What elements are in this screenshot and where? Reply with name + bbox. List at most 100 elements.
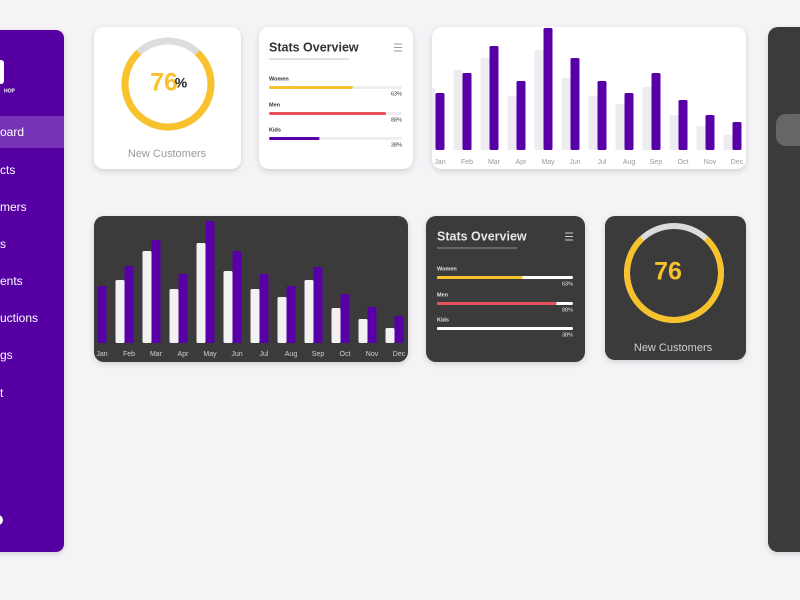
stats-value-label: 63%: [562, 281, 573, 287]
bar: [615, 104, 625, 150]
bar: [169, 289, 179, 343]
bar: [286, 286, 296, 343]
nav-item[interactable]: t: [0, 386, 4, 400]
x-tick-label: Feb: [123, 351, 135, 358]
stats-value-label: 88%: [562, 307, 573, 313]
active-item: [0, 116, 64, 148]
donut-unit: %: [175, 75, 188, 91]
x-tick-label: Mar: [150, 351, 163, 358]
stats-bar: [269, 137, 320, 140]
logo-text: HOP: [4, 88, 16, 94]
bar: [124, 266, 134, 343]
donut-value: 76: [150, 69, 178, 97]
stats-subtitle: [437, 247, 517, 249]
sidebar: [0, 30, 64, 552]
stats-subtitle: [269, 58, 349, 60]
x-tick-label: Jun: [569, 159, 580, 166]
donut-value: 76: [654, 258, 682, 286]
x-tick-label: Apr: [516, 159, 528, 166]
donut-label: New Customers: [634, 342, 713, 354]
panel-button[interactable]: [776, 114, 800, 146]
right-panel: [768, 27, 800, 552]
logo-icon: [0, 60, 4, 84]
bar: [705, 115, 715, 150]
x-tick-label: Jul: [260, 351, 269, 358]
bar: [331, 308, 341, 343]
bar: [543, 28, 553, 150]
bar: [516, 81, 526, 150]
bar: [570, 58, 580, 150]
bar: [723, 135, 733, 150]
bar: [358, 319, 368, 343]
bar: [394, 316, 404, 343]
donut-arc: [624, 223, 724, 323]
bar: [151, 240, 161, 343]
stats-value-label: 63%: [391, 91, 402, 97]
bar: [588, 96, 598, 150]
stats-value-label: 88%: [391, 117, 402, 123]
x-tick-label: Oct: [340, 351, 351, 358]
bar: [507, 96, 517, 150]
logout-icon: [0, 515, 3, 525]
x-tick-label: May: [203, 351, 217, 358]
stats-title: Stats Overview: [437, 229, 527, 243]
bar: [196, 243, 206, 343]
donut-card: [605, 216, 746, 360]
bar: [435, 93, 445, 150]
x-tick-label: Aug: [285, 351, 298, 358]
stats-bar: [437, 276, 523, 279]
x-tick-label: Dec: [393, 351, 406, 358]
nav-item[interactable]: cts: [0, 163, 15, 177]
stats-bar: [437, 327, 489, 330]
bar: [624, 93, 634, 150]
x-tick-label: Nov: [704, 159, 717, 166]
bar: [232, 251, 242, 343]
x-tick-label: Mar: [488, 159, 501, 166]
bar: [432, 88, 436, 150]
x-tick-label: Apr: [178, 351, 190, 358]
bar: [732, 122, 742, 150]
bar: [313, 267, 323, 343]
stats-value-label: 38%: [391, 142, 402, 148]
stats-row-label: Women: [269, 76, 289, 82]
nav-item[interactable]: ents: [0, 274, 23, 288]
nav-item[interactable]: s: [0, 237, 6, 251]
stats-value-label: 38%: [562, 332, 573, 338]
stats-bar: [269, 86, 353, 89]
x-tick-label: Sep: [312, 351, 325, 358]
nav-item[interactable]: oard: [0, 125, 24, 139]
stats-bar: [437, 302, 557, 305]
stats-row-label: Men: [269, 102, 281, 108]
nav-item[interactable]: uctions: [0, 311, 38, 325]
stats-row-label: Women: [437, 266, 457, 272]
bar: [534, 50, 544, 150]
chart-plot: Jan Feb Mar Apr May Jun Jul Aug Sep Oct Nov Dec: [96, 221, 406, 358]
bar: [462, 73, 472, 150]
chart-plot: Jan Feb Mar Apr May Jun Jul Aug Sep Oct Nov Dec: [432, 28, 744, 166]
bar: [669, 115, 679, 150]
nav-item[interactable]: mers: [0, 200, 27, 214]
bar: [115, 280, 125, 343]
bar: [642, 87, 652, 150]
bar: [489, 46, 499, 150]
stats-card: [259, 27, 413, 169]
bar: [250, 289, 260, 343]
donut-label: New Customers: [128, 148, 207, 160]
x-tick-label: Dec: [731, 159, 744, 166]
bar: [178, 274, 188, 343]
bar: [597, 81, 607, 150]
x-tick-label: May: [541, 159, 555, 166]
x-tick-label: Jan: [96, 351, 107, 358]
bar: [223, 271, 233, 343]
bar: [480, 58, 490, 150]
nav-item[interactable]: gs: [0, 348, 13, 362]
stats-title: Stats Overview: [269, 40, 359, 54]
bar: [453, 70, 463, 150]
stats-row-label: Men: [437, 292, 449, 298]
stats-card: [426, 216, 585, 362]
bar: [304, 280, 314, 343]
donut-arc: [121, 37, 215, 131]
x-tick-label: Oct: [678, 159, 689, 166]
